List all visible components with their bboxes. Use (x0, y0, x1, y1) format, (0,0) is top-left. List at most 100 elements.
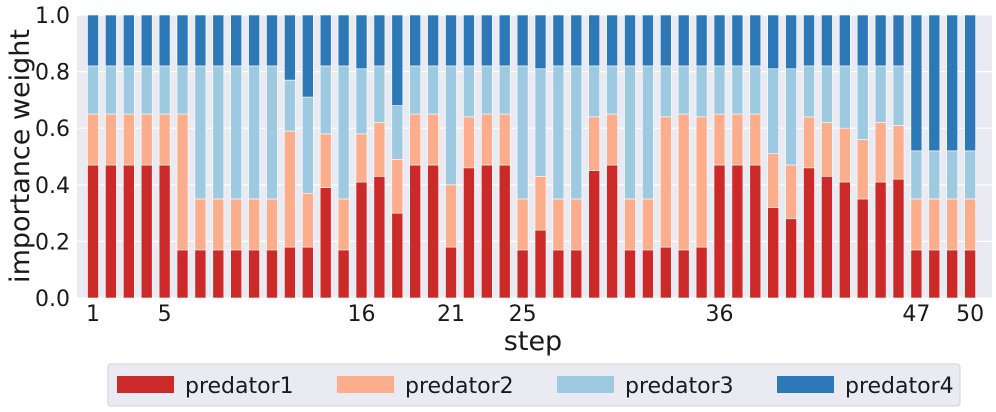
bar-predator2-step-41 (803, 116, 815, 169)
bar-predator4-step-20 (427, 14, 439, 67)
bar-predator4-step-7 (194, 14, 207, 67)
bar-predator1-step-28 (570, 249, 583, 299)
bar-predator4-step-17 (373, 14, 386, 67)
bar-predator3-step-9 (230, 65, 242, 200)
bar-predator4-step-44 (856, 14, 869, 67)
bar-predator3-step-32 (642, 65, 654, 200)
bar-predator2-step-2 (105, 113, 117, 166)
bar-predator1-step-45 (874, 181, 887, 299)
bar-predator1-step-47 (910, 249, 923, 299)
legend-swatch-predator3 (557, 376, 614, 393)
bar-predator3-step-5 (158, 65, 171, 115)
bar-predator1-step-12 (284, 246, 296, 299)
bar-predator1-step-1 (87, 164, 99, 299)
bar-predator1-step-19 (409, 164, 422, 299)
bar-predator3-step-13 (301, 96, 314, 194)
bar-predator4-step-14 (319, 14, 332, 67)
x-tick-label: 25 (509, 302, 537, 327)
bar-predator1-step-8 (212, 249, 225, 299)
bar-predator4-step-4 (140, 14, 153, 67)
bar-predator1-step-30 (606, 164, 618, 299)
bar-predator3-step-7 (194, 65, 207, 200)
bar-predator3-step-42 (821, 65, 833, 123)
bar-predator3-step-39 (767, 68, 780, 154)
bar-predator3-step-34 (677, 65, 690, 115)
x-tick-label: 1 (86, 302, 100, 327)
bar-predator2-step-7 (194, 198, 207, 251)
x-tick-label: 36 (706, 302, 734, 327)
bar-predator3-step-10 (248, 65, 260, 200)
bar-predator3-step-25 (516, 65, 529, 200)
legend-label-predator3: predator3 (625, 374, 734, 399)
bar-predator3-step-50 (964, 150, 976, 200)
bar-predator1-step-33 (659, 246, 672, 299)
bar-predator3-step-46 (892, 65, 905, 126)
bar-predator2-step-36 (713, 113, 726, 166)
bar-predator1-step-9 (230, 249, 242, 299)
bar-predator2-step-13 (301, 192, 314, 248)
bar-predator2-step-10 (248, 198, 260, 251)
bar-predator1-step-20 (427, 164, 439, 299)
y-tick-label: 0.0 (35, 287, 70, 312)
x-tick-label: 16 (348, 302, 376, 327)
bar-predator2-step-33 (659, 116, 672, 248)
bar-predator4-step-12 (284, 14, 296, 81)
bar-predator4-step-1 (87, 14, 99, 67)
bar-predator1-step-43 (838, 181, 851, 299)
bar-predator2-step-46 (892, 125, 905, 180)
bar-predator1-step-17 (373, 176, 386, 299)
y-axis-title: importance weight (5, 29, 36, 283)
bar-predator4-step-31 (624, 14, 636, 67)
x-tick-label: 21 (437, 302, 465, 327)
bar-predator1-step-5 (158, 164, 171, 299)
bar-predator1-step-4 (140, 164, 153, 299)
x-axis-title: step (504, 326, 562, 357)
bar-predator2-step-40 (785, 164, 797, 220)
legend: predator1 predator2 predator3 predator4 (107, 363, 961, 407)
bar-predator1-step-27 (552, 249, 565, 299)
bar-predator2-step-48 (928, 198, 941, 251)
bar-predator1-step-14 (319, 187, 332, 299)
bar-predator2-step-26 (534, 176, 547, 231)
bar-predator4-step-32 (642, 14, 654, 67)
bar-predator1-step-42 (821, 176, 833, 299)
bar-predator2-step-39 (767, 153, 780, 208)
bar-predator2-step-32 (642, 198, 654, 251)
bar-predator2-step-11 (266, 198, 278, 251)
bar-predator1-step-44 (856, 198, 869, 299)
legend-frame (107, 363, 961, 407)
bar-predator2-step-16 (355, 133, 368, 183)
bar-predator4-step-27 (552, 14, 565, 67)
bar-predator3-step-27 (552, 65, 565, 200)
bar-predator4-step-8 (212, 14, 225, 67)
bar-predator2-step-19 (409, 113, 422, 166)
bar-predator2-step-22 (463, 116, 475, 169)
bar-predator3-step-41 (803, 65, 815, 118)
bar-predator1-step-18 (391, 212, 404, 299)
bar-predator4-step-9 (230, 14, 242, 67)
y-tick-label: 0.4 (35, 174, 70, 199)
bar-predator3-step-16 (355, 68, 368, 135)
bar-predator2-step-12 (284, 130, 296, 248)
bar-predator3-step-4 (140, 65, 153, 115)
bar-predator3-step-29 (588, 65, 601, 118)
bar-predator1-step-31 (624, 249, 636, 299)
x-tick-labels: 1 5 16 21 25 36 47 50 (86, 302, 984, 327)
bar-predator4-step-26 (534, 14, 547, 70)
x-tick-label: 5 (158, 302, 172, 327)
bar-predator3-step-30 (606, 65, 618, 115)
bar-predator2-step-34 (677, 113, 690, 251)
bar-predator1-step-40 (785, 218, 797, 299)
bar-predator4-step-13 (301, 14, 314, 98)
bar-predator1-step-50 (964, 249, 976, 299)
legend-label-predator1: predator1 (185, 374, 294, 399)
bar-predator4-step-29 (588, 14, 601, 67)
bar-predator4-step-42 (821, 14, 833, 67)
bar-predator4-step-43 (838, 14, 851, 67)
bar-predator2-step-44 (856, 139, 869, 200)
bar-predator3-step-48 (928, 150, 941, 200)
bar-predator3-step-36 (713, 65, 726, 115)
x-tick-label: 50 (956, 302, 984, 327)
bar-predator2-step-20 (427, 113, 439, 166)
bar-predator4-step-41 (803, 14, 815, 67)
